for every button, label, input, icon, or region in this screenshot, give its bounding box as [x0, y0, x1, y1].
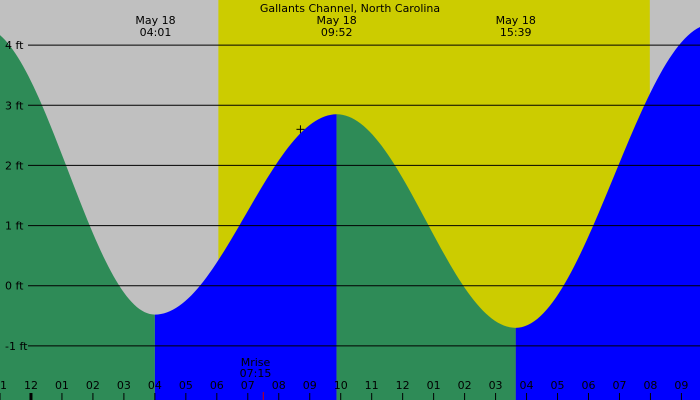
x-tick-label: 07: [612, 379, 626, 392]
y-tick-label: 1 ft: [5, 220, 24, 233]
event-date-label: May 18: [317, 14, 357, 27]
x-tick-label: 08: [643, 379, 657, 392]
rising-tide-area: [154, 114, 337, 400]
x-tick-label: 11: [0, 379, 7, 392]
event-time-label: 09:52: [321, 26, 353, 39]
y-tick-label: 0 ft: [5, 280, 24, 293]
x-tick-label: 12: [24, 379, 38, 392]
event-time-label: 15:39: [500, 26, 532, 39]
gridlines: [28, 44, 700, 347]
event-date-label: May 18: [135, 14, 175, 27]
falling-tide-area: [336, 114, 516, 400]
x-tick-label: 04: [520, 379, 534, 392]
chart-title: Gallants Channel, North Carolina: [260, 2, 440, 15]
x-tick-label: 04: [148, 379, 162, 392]
moonrise-label: Mrise: [241, 356, 271, 369]
x-tick-label: 03: [489, 379, 503, 392]
falling-tide-area: [0, 35, 155, 400]
event-time-label: 04:01: [140, 26, 172, 39]
x-tick-label: 09: [303, 379, 317, 392]
x-tick-label: 06: [581, 379, 595, 392]
y-tick-label: -1 ft: [5, 340, 28, 353]
x-tick-label: 02: [458, 379, 472, 392]
x-axis-labels: 11 12 01 02 03 04 05 06 07 08 09 10 11 12 01 02 03 04 05 06…: [0, 379, 688, 400]
x-tick-label: 07: [241, 379, 255, 392]
moonrise-time: 07:15: [240, 367, 272, 380]
moonrise-marker: Mrise 07:15: [240, 356, 272, 400]
y-axis-labels: 4 ft 3 ft 2 ft 1 ft 0 ft -1 ft: [5, 39, 28, 353]
current-time-marker: [296, 125, 305, 134]
x-tick-label: 03: [117, 379, 131, 392]
rising-tide-area: [515, 27, 700, 400]
x-tick-label: 11: [365, 379, 379, 392]
x-tick-label: 01: [427, 379, 441, 392]
y-tick-label: 2 ft: [5, 159, 24, 172]
x-tick-label: 09: [674, 379, 688, 392]
x-tick-label: 12: [396, 379, 410, 392]
x-tick-label: 01: [55, 379, 69, 392]
tide-areas: [0, 27, 700, 400]
x-tick-label: 08: [272, 379, 286, 392]
x-tick-label: 05: [179, 379, 193, 392]
x-tick-label: 10: [334, 379, 348, 392]
event-date-label: May 18: [496, 14, 536, 27]
y-tick-label: 3 ft: [5, 99, 24, 112]
x-tick-label: 02: [86, 379, 100, 392]
x-tick-label: 06: [210, 379, 224, 392]
x-tick-label: 05: [551, 379, 565, 392]
y-tick-label: 4 ft: [5, 39, 24, 52]
